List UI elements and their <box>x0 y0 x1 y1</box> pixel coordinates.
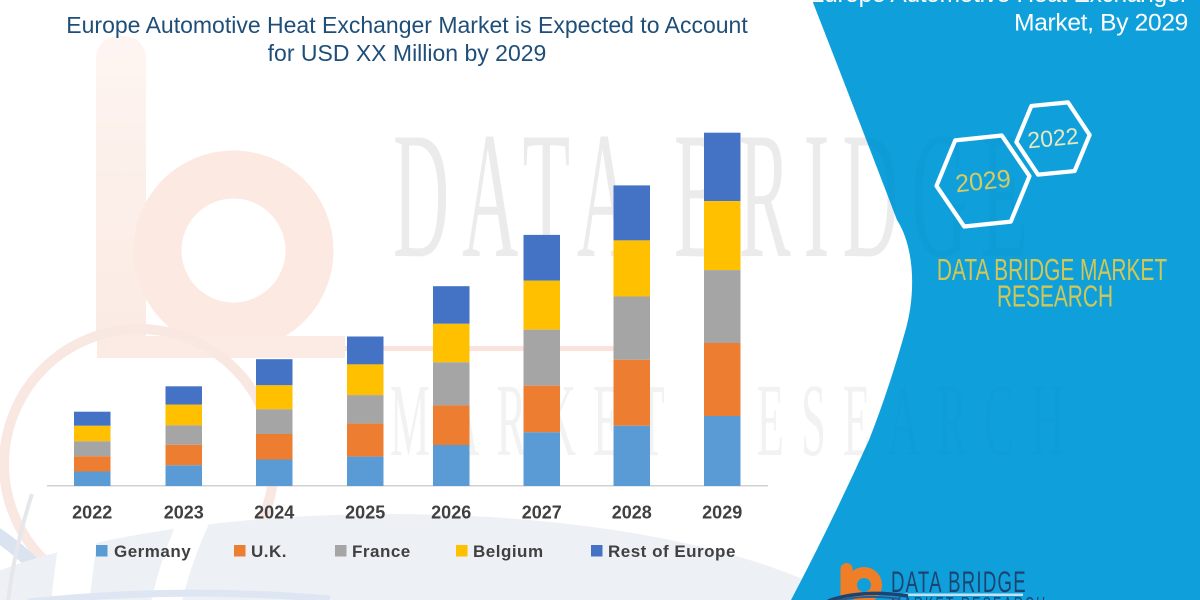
svg-text:2029: 2029 <box>702 503 742 523</box>
svg-text:2022: 2022 <box>72 503 112 523</box>
svg-text:Germany: Germany <box>114 542 191 561</box>
svg-text:2029: 2029 <box>954 165 1012 199</box>
svg-text:Rest of Europe: Rest of Europe <box>608 542 736 561</box>
svg-text:RESEARCH: RESEARCH <box>997 278 1113 313</box>
svg-text:Market, By 2029: Market, By 2029 <box>1014 10 1188 37</box>
svg-text:2025: 2025 <box>345 503 385 523</box>
svg-text:Belgium: Belgium <box>473 542 544 561</box>
svg-text:France: France <box>352 542 411 561</box>
svg-text:2026: 2026 <box>431 503 471 523</box>
svg-text:for USD XX Million by 2029: for USD XX Million by 2029 <box>268 40 547 66</box>
svg-text:2023: 2023 <box>164 503 204 523</box>
svg-text:2024: 2024 <box>254 503 294 523</box>
svg-text:MARKET RESEARCH: MARKET RESEARCH <box>891 593 1047 600</box>
svg-text:2027: 2027 <box>522 503 562 523</box>
svg-text:2022: 2022 <box>1026 123 1079 154</box>
svg-text:2028: 2028 <box>612 503 652 523</box>
svg-text:Europe Automotive Heat Exchang: Europe Automotive Heat Exchanger Market … <box>66 12 748 38</box>
svg-text:U.K.: U.K. <box>251 542 287 561</box>
svg-text:DATA BRIDGE MARKET: DATA BRIDGE MARKET <box>937 252 1167 287</box>
svg-text:Europe Automotive Heat Exchang: Europe Automotive Heat Exchanger <box>808 0 1188 8</box>
